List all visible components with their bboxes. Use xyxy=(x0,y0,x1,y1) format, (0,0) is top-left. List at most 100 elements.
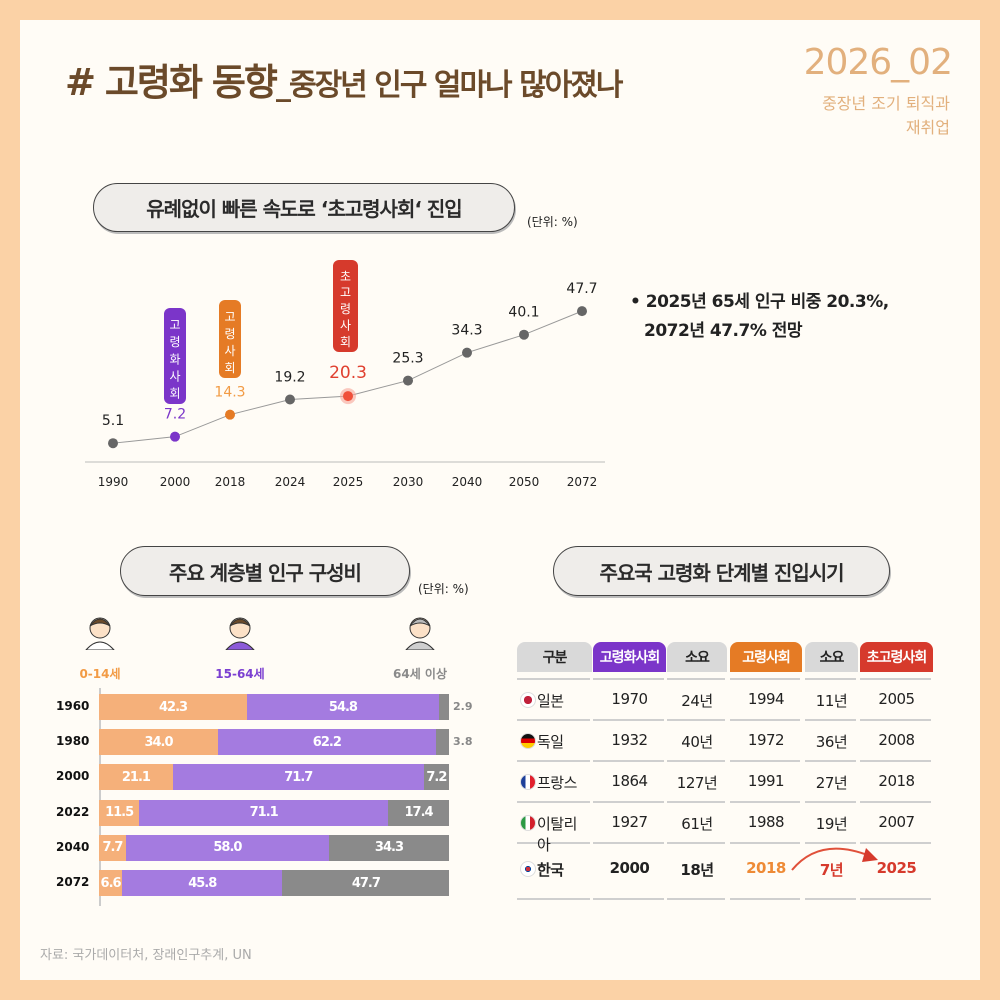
row-divider xyxy=(667,801,725,803)
bar-segment-2022-1: 71.1 xyxy=(139,799,389,826)
table-cell: 1988 xyxy=(747,813,785,831)
bar-value-label: 7.7 xyxy=(102,840,123,856)
stage-label-char: 령 xyxy=(224,327,235,341)
issue-subtitle: 중장년 조기 퇴직과 재취업 xyxy=(822,94,950,137)
bar-segment-2040-0: 7.7 xyxy=(99,834,126,861)
bar-value-label: 71.1 xyxy=(249,805,279,821)
bullet-line-1: • 2025년 65세 인구 비중 20.3%, xyxy=(630,292,889,312)
bar-value-label: 34.3 xyxy=(374,840,404,856)
italy-flag-icon xyxy=(520,815,536,831)
stage-label-2025 xyxy=(333,260,358,352)
stage-label-char: 고 xyxy=(340,286,351,300)
data-label-2040: 34.3 xyxy=(451,323,482,339)
bar-segment-1980-1: 62.2 xyxy=(218,729,436,756)
section2-unit: (단위: %) xyxy=(418,582,469,596)
table-header-4: 소요 xyxy=(805,642,858,672)
stage-label-char: 회 xyxy=(340,335,351,349)
bar-value-label: 21.1 xyxy=(121,769,151,785)
country-name: 이탈리아 xyxy=(537,815,577,854)
bar-segment-2000-1: 71.7 xyxy=(172,764,424,791)
table-cell: 19년 xyxy=(815,815,848,833)
row-divider xyxy=(517,801,590,803)
stage-label-char: 회 xyxy=(224,361,235,375)
table-cell: 2018 xyxy=(746,859,786,877)
x-tick-2040: 2040 xyxy=(452,475,483,489)
bar-segment-1980-2 xyxy=(435,729,449,756)
x-tick-2000: 2000 xyxy=(160,475,191,489)
row-divider xyxy=(593,801,664,803)
table-cell: 7년 xyxy=(819,861,844,879)
row-divider xyxy=(667,719,725,721)
data-point-2072 xyxy=(577,306,587,317)
row-divider xyxy=(517,760,590,762)
table-cell: 1991 xyxy=(747,772,785,790)
bar-category-2072: 2072 xyxy=(56,875,90,889)
bar-segment-1960-0: 42.3 xyxy=(99,694,248,720)
table-cell: 24년 xyxy=(681,692,713,710)
row-divider xyxy=(730,842,800,844)
table-cell: 2007 xyxy=(878,813,915,831)
table-cell: 27년 xyxy=(815,774,848,792)
table-header-1: 고령화사회 xyxy=(593,642,666,672)
row-divider xyxy=(860,842,931,844)
table-header-2: 소요 xyxy=(667,642,727,672)
stage-label-2000 xyxy=(164,308,186,404)
x-tick-2018: 2018 xyxy=(215,475,246,489)
bar-value-label: 2.9 xyxy=(453,700,473,713)
table-cell: 1864 xyxy=(611,772,648,790)
row-divider xyxy=(730,760,800,762)
table-cell: 2008 xyxy=(878,731,915,749)
source-note: 자료: 국가데이터처, 장래인구추계, UN xyxy=(40,948,252,963)
row-divider xyxy=(593,719,664,721)
row-divider xyxy=(805,898,856,900)
bullet-line-2: 2072년 47.7% 전망 xyxy=(644,321,803,341)
row-divider xyxy=(730,801,800,803)
table-cell: 2000 xyxy=(609,859,650,877)
bar-value-label: 11.5 xyxy=(105,805,134,821)
bar-value-label: 3.8 xyxy=(453,735,473,749)
bar-value-label: 7.2 xyxy=(426,769,447,785)
table-cell: 11년 xyxy=(815,692,848,710)
table-row-2: 프랑스 1864 127년 1991 27년 2018 xyxy=(517,770,937,794)
row-divider xyxy=(517,719,590,721)
stage-label-char: 고 xyxy=(224,310,235,324)
stage-label-2018 xyxy=(219,300,241,378)
data-point-2018 xyxy=(225,409,235,420)
row-divider xyxy=(667,760,725,762)
transition-arrow-icon xyxy=(790,842,890,872)
data-point-1990 xyxy=(108,438,118,449)
senior-avatar-icon xyxy=(402,612,438,651)
bar-segment-2040-2: 34.3 xyxy=(328,834,449,861)
row-divider xyxy=(730,719,800,721)
table-header-0: 구분 xyxy=(517,642,592,672)
country-name: 한국 xyxy=(537,861,564,879)
data-label-2030: 25.3 xyxy=(392,351,423,367)
data-point-2000 xyxy=(170,431,180,442)
bar-segment-2000-2: 7.2 xyxy=(423,764,449,791)
bar-category-1960: 1960 xyxy=(56,699,90,713)
table-cell: 1932 xyxy=(611,731,648,749)
x-tick-2050: 2050 xyxy=(509,475,540,489)
bar-segment-2022-0: 11.5 xyxy=(99,799,140,826)
bar-value-label: 71.7 xyxy=(284,769,313,785)
infographic-page: # 고령화 동향_중장년 인구 얼마나 많아졌나 2026_02 중장년 조기 … xyxy=(20,20,980,980)
bar-segment-2072-1: 45.8 xyxy=(122,870,283,896)
table-header-3: 고령사회 xyxy=(730,642,802,672)
x-tick-2025: 2025 xyxy=(333,475,364,489)
data-label-1990: 5.1 xyxy=(102,413,124,429)
section3-title: 주요국 고령화 단계별 진입시기 xyxy=(553,546,890,596)
bar-value-label: 62.2 xyxy=(312,734,342,750)
bar-category-1980: 1980 xyxy=(56,734,90,749)
age-group-label: 0-14세 xyxy=(79,667,121,681)
bar-segment-2072-2: 47.7 xyxy=(282,870,450,896)
germany-flag-icon xyxy=(520,733,536,749)
bar-segment-2000-0: 21.1 xyxy=(99,764,173,791)
row-divider xyxy=(860,719,931,721)
data-label-2072: 47.7 xyxy=(566,281,597,297)
row-divider xyxy=(517,678,590,680)
table-row-4: 한국 2000 18년 2018 7년 2025 xyxy=(517,857,937,881)
country-name: 일본 xyxy=(537,692,564,710)
table-cell: 2005 xyxy=(878,690,915,708)
data-label-2025: 20.3 xyxy=(329,363,367,383)
row-divider xyxy=(805,801,856,803)
